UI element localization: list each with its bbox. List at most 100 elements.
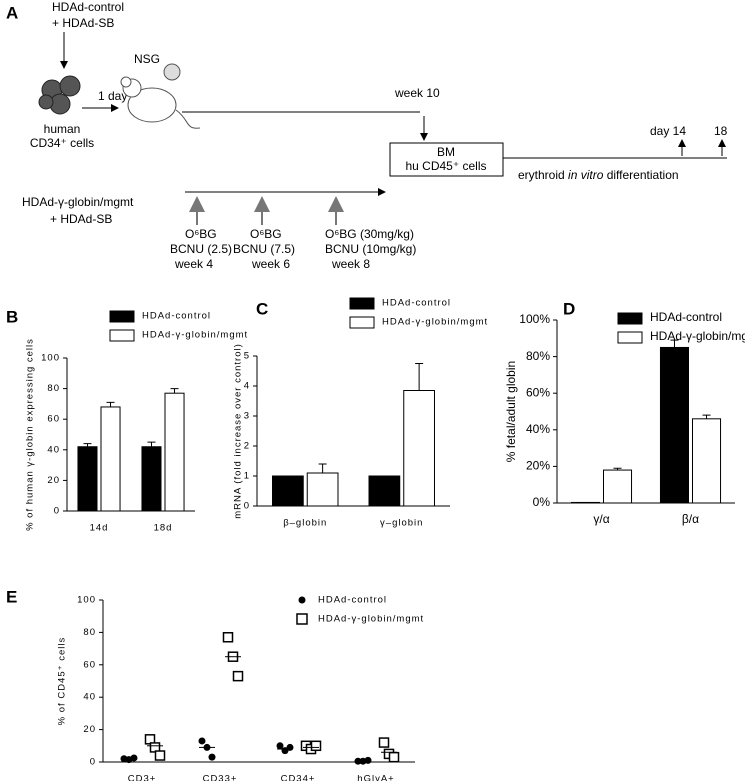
y-tick-label: 100 xyxy=(41,353,60,364)
label: BCNU (2.5) xyxy=(170,242,232,256)
bar xyxy=(659,346,690,504)
y-tick-label: 80 xyxy=(83,627,96,638)
y-axis-label: mRNA (fold increase over control) xyxy=(233,343,244,519)
legend-swatch xyxy=(617,331,643,344)
legend-label: HDAd-control xyxy=(318,595,387,606)
legend-swatch xyxy=(109,310,135,323)
x-tick-label: CD34+ xyxy=(281,774,316,781)
y-tick-label: 40% xyxy=(526,422,550,436)
label: 18 xyxy=(714,124,728,138)
error-bar xyxy=(702,414,711,419)
label: hu CD45⁺ cells xyxy=(405,159,486,173)
y-axis-label: % fetal/adult globin xyxy=(504,361,518,462)
bar xyxy=(403,390,435,507)
dot xyxy=(208,753,216,761)
error-bar xyxy=(106,401,115,407)
panel-label: D xyxy=(563,299,575,318)
y-tick-label: 80% xyxy=(526,349,550,363)
bm-box xyxy=(389,142,504,177)
dot xyxy=(232,670,244,682)
legend-label: HDAd-γ-globin/mgmt xyxy=(142,330,248,341)
y-tick-label: 60 xyxy=(47,414,60,425)
label: human xyxy=(44,122,81,136)
panel-label: E xyxy=(6,587,17,606)
label: + HDAd-SB xyxy=(50,212,112,226)
panel-label: B xyxy=(6,307,18,326)
x-tick-label: β–globin xyxy=(283,518,327,529)
bar xyxy=(100,406,121,512)
bar xyxy=(570,501,601,504)
error-bar xyxy=(670,339,679,348)
legend-swatch xyxy=(298,596,306,604)
label: day 14 xyxy=(650,124,686,138)
label: erythroid xyxy=(518,168,568,182)
error-bar xyxy=(318,463,327,473)
dot xyxy=(198,737,206,745)
bar xyxy=(692,418,722,504)
mouse-icon xyxy=(120,63,201,129)
legend-swatch xyxy=(109,329,135,342)
label: O⁶BG (30mg/kg) xyxy=(325,227,414,241)
label: differentiation xyxy=(603,168,678,182)
label: in vitro xyxy=(568,168,604,182)
y-tick-label: 5 xyxy=(244,351,250,362)
x-tick-label: γ–globin xyxy=(380,518,423,529)
legend-swatch xyxy=(296,613,308,625)
label: BM xyxy=(437,145,455,159)
bar xyxy=(164,392,185,512)
bar xyxy=(141,446,162,512)
dot xyxy=(154,750,166,761)
x-tick-label: 18d xyxy=(154,523,173,534)
bar xyxy=(603,469,633,504)
y-tick-label: 100% xyxy=(519,312,550,326)
panel-a: A HDAd-control + HDAd-SB human CD34⁺ cel… xyxy=(6,0,728,271)
label: week 4 xyxy=(174,257,213,271)
dot xyxy=(310,740,322,752)
y-tick-label: 60% xyxy=(526,385,550,399)
label: CD34⁺ cells xyxy=(30,136,94,150)
y-axis-label: % of CD45⁺ cells xyxy=(57,637,68,726)
legend-label: HDAd-γ-globin/mgmt xyxy=(382,317,488,328)
y-tick-label: 0 xyxy=(90,757,96,768)
legend-swatch xyxy=(349,316,375,329)
bar xyxy=(306,472,339,507)
y-tick-label: 40 xyxy=(83,692,96,703)
label: erythroid in vitro differentiation xyxy=(518,168,679,182)
label: HDAd-control xyxy=(52,0,124,14)
y-axis-label: % of human γ-globin expressing cells xyxy=(25,338,36,531)
y-tick-label: 60 xyxy=(83,659,96,670)
legend-label: HDAd-control xyxy=(142,311,211,322)
dot xyxy=(378,737,390,748)
legend-swatch xyxy=(617,312,643,325)
label: BCNU (7.5) xyxy=(233,242,295,256)
label: 1 day xyxy=(98,89,127,103)
dot xyxy=(222,632,234,643)
label: week 8 xyxy=(331,257,370,271)
y-tick-label: 100 xyxy=(77,595,96,606)
bar xyxy=(77,446,98,512)
y-tick-label: 0 xyxy=(244,501,250,512)
y-tick-label: 4 xyxy=(244,381,250,392)
error-bar xyxy=(170,388,179,394)
dot xyxy=(388,751,400,763)
y-tick-label: 3 xyxy=(244,411,250,422)
x-tick-label: β/α xyxy=(682,512,699,526)
bar xyxy=(368,475,401,507)
panel-label: C xyxy=(256,299,268,318)
legend-label: HDAd-control xyxy=(382,298,451,309)
label: week 10 xyxy=(394,86,440,100)
label: O⁶BG xyxy=(250,227,282,241)
x-tick-label: CD3+ xyxy=(128,774,157,781)
dot xyxy=(286,743,294,751)
label: O⁶BG xyxy=(185,227,217,241)
y-tick-label: 0 xyxy=(54,506,60,517)
legend-label: HDAd-γ-globin/mgmt xyxy=(318,614,424,625)
dot xyxy=(130,754,138,762)
x-tick-label: hGlyA+ xyxy=(357,774,394,781)
error-bar xyxy=(415,363,424,391)
error-bar xyxy=(613,467,622,471)
label: NSG xyxy=(134,52,160,66)
label: HDAd-γ-globin/mgmt xyxy=(22,195,134,209)
y-tick-label: 1 xyxy=(244,471,250,482)
legend-label: HDAd-control xyxy=(650,310,722,324)
